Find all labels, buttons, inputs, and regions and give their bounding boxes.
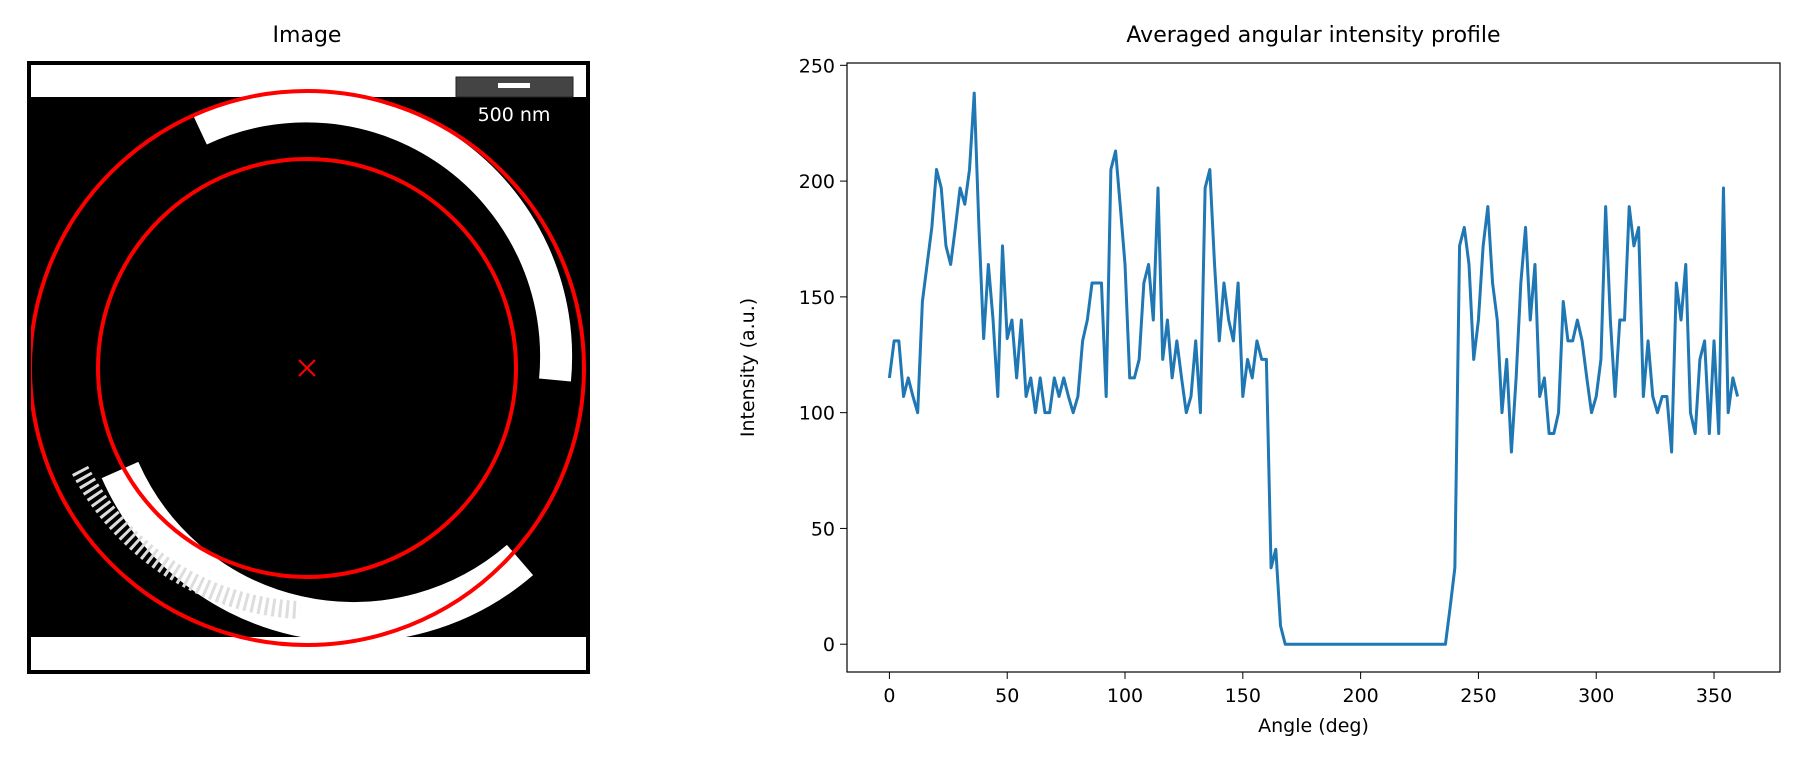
y-tick-label: 0: [823, 634, 835, 656]
bright-ring-upper: [193, 90, 573, 382]
center-marker: [298, 359, 316, 377]
x-axis-label: Angle (deg): [1258, 715, 1369, 737]
chart-title: Averaged angular intensity profile: [1126, 23, 1500, 48]
y-tick-label: 200: [799, 171, 835, 193]
x-tick-label: 350: [1696, 685, 1732, 707]
inner-circle: [96, 157, 518, 579]
y-tick-label: 50: [811, 518, 835, 540]
x-tick-label: 0: [883, 685, 895, 707]
x-tick-label: 300: [1578, 685, 1614, 707]
x-tick-label: 100: [1107, 685, 1143, 707]
scale-bar-label: 500 nm: [478, 104, 551, 126]
y-axis-label: Intensity (a.u.): [737, 298, 759, 437]
x-tick-label: 50: [995, 685, 1019, 707]
plot-frame: [846, 62, 1781, 673]
image-title: Image: [273, 23, 342, 48]
speckle: [72, 465, 301, 619]
y-tick-label: 150: [799, 287, 835, 309]
x-tick-label: 250: [1460, 685, 1496, 707]
y-tick-label: 250: [799, 55, 835, 77]
y-tick-label: 100: [799, 403, 835, 425]
scale-bar: [498, 83, 530, 88]
x-tick-label: 200: [1342, 685, 1378, 707]
image-frame: [27, 61, 590, 674]
line-panel: 0 50 100 150 200 250 300 350 0 50 100 150 200 250 Aver…: [737, 23, 1781, 737]
image-panel: 500 nm Image: [27, 23, 590, 674]
x-tick-label: 150: [1225, 685, 1261, 707]
line-series: [887, 91, 1740, 646]
